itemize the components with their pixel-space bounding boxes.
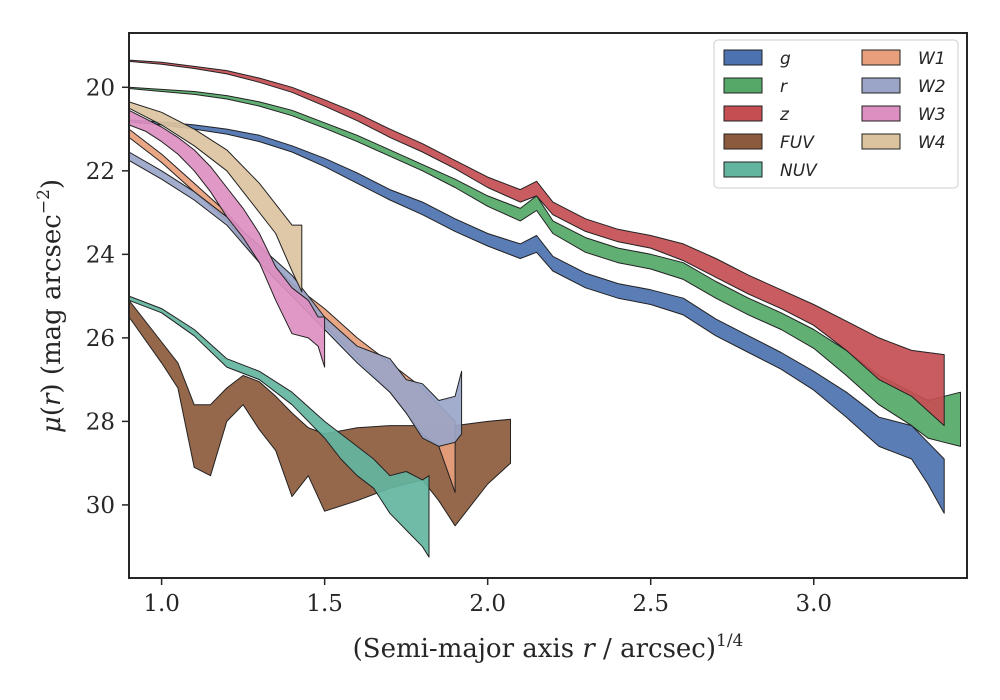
legend-label-z: z bbox=[779, 105, 790, 125]
y-tick-label: 24 bbox=[86, 242, 115, 268]
x-tick-label: 2.5 bbox=[632, 591, 669, 617]
legend-label-w4: W4 bbox=[918, 133, 946, 153]
y-tick-label: 28 bbox=[86, 409, 115, 435]
series-band-nuv bbox=[128, 295, 430, 558]
legend-label-w3: W3 bbox=[918, 105, 946, 125]
y-tick-label: 30 bbox=[86, 493, 115, 519]
legend-label-fuv: FUV bbox=[780, 133, 815, 153]
plot-frame bbox=[128, 32, 968, 579]
y-tick-label: 22 bbox=[86, 159, 115, 185]
x-tick-label: 1.0 bbox=[143, 591, 180, 617]
legend-label-g: g bbox=[780, 49, 791, 69]
y-tick-label: 26 bbox=[86, 326, 115, 352]
series-band-w4 bbox=[128, 101, 303, 293]
legend-swatch-r bbox=[723, 77, 763, 94]
legend-label-w1: W1 bbox=[918, 49, 946, 69]
series-band-fuv bbox=[128, 299, 511, 527]
x-tick-label: 2.0 bbox=[469, 591, 506, 617]
legend-swatch-z bbox=[723, 105, 763, 122]
legend-label-nuv: NUV bbox=[780, 161, 818, 181]
x-axis-label: (Semi-major axis r / arcsec)1/4 bbox=[353, 631, 744, 664]
legend-label-r: r bbox=[780, 77, 788, 97]
series-band-g bbox=[128, 119, 945, 514]
legend-swatch-nuv bbox=[723, 161, 763, 178]
series-band-z bbox=[128, 59, 945, 427]
legend-swatch-w3 bbox=[861, 105, 901, 122]
legend-label-w2: W2 bbox=[918, 77, 946, 97]
legend-swatch-g bbox=[723, 49, 763, 66]
x-tick-label: 3.0 bbox=[795, 591, 832, 617]
y-axis-label: μ(r) (mag arcsec−2) bbox=[34, 179, 67, 433]
series-layer bbox=[128, 59, 961, 558]
legend-box bbox=[713, 39, 959, 189]
legend-swatch-w4 bbox=[861, 133, 901, 150]
series-band-w3 bbox=[128, 109, 326, 368]
tick-layer: 1.0 1.5 2.0 2.5 3.0 20 22 24 26 28 30 bbox=[86, 75, 832, 617]
legend: grz FUV NUV W1 W2 W3 W4 bbox=[713, 39, 959, 189]
series-band-r bbox=[128, 86, 961, 447]
legend-swatch-w1 bbox=[861, 49, 901, 66]
legend-swatch-w2 bbox=[861, 77, 901, 94]
x-tick-label: 1.5 bbox=[306, 591, 343, 617]
legend-swatch-fuv bbox=[723, 133, 763, 150]
y-tick-label: 20 bbox=[86, 75, 115, 101]
